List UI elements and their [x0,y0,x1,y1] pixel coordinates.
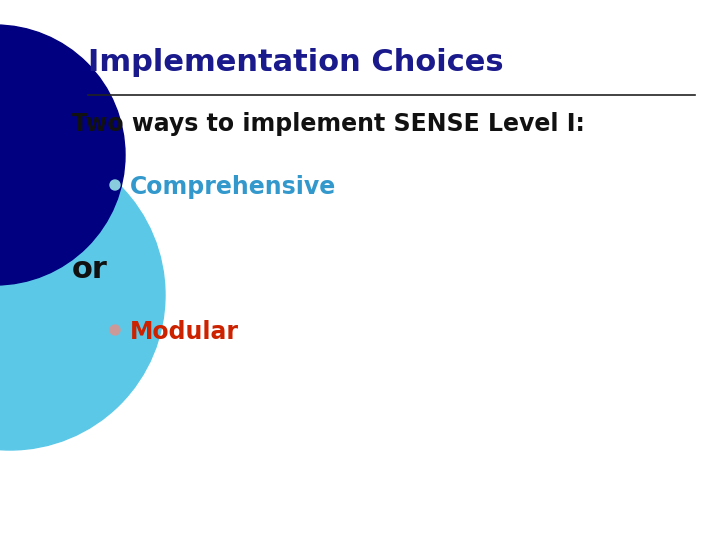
Circle shape [0,25,125,285]
Text: Comprehensive: Comprehensive [130,175,336,199]
Text: or: or [72,255,108,284]
Text: Implementation Choices: Implementation Choices [88,48,503,77]
Circle shape [110,180,120,190]
Text: Modular: Modular [130,320,239,344]
Circle shape [110,325,120,335]
Circle shape [0,140,165,450]
Text: Two ways to implement SENSE Level I:: Two ways to implement SENSE Level I: [72,112,585,136]
